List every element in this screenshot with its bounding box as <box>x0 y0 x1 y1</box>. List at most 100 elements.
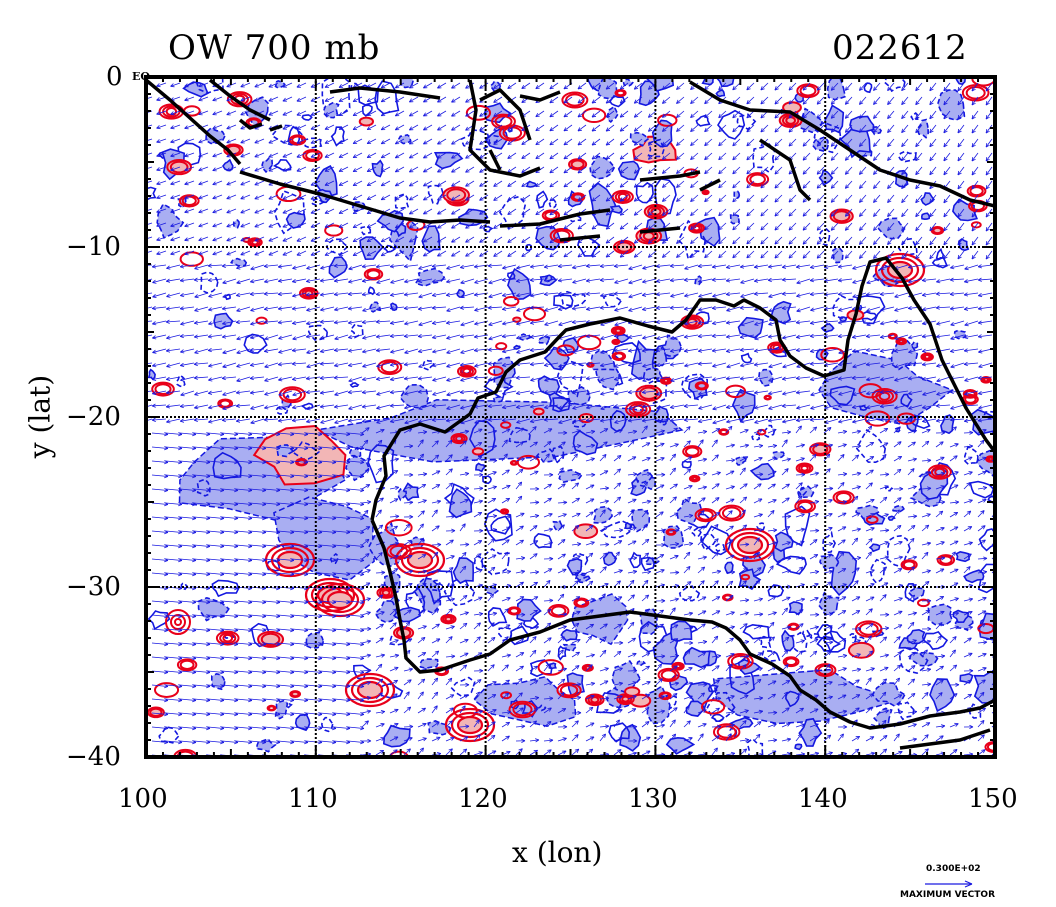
wind-vector-head <box>591 141 597 146</box>
wind-vector <box>957 82 965 92</box>
wind-vector <box>633 222 643 230</box>
wind-vector-head <box>549 155 554 160</box>
wind-vector-head <box>901 212 906 218</box>
wind-vector-head <box>451 210 456 215</box>
wind-vector-head <box>633 141 639 146</box>
wind-vector <box>591 250 601 258</box>
wind-vector <box>381 166 391 173</box>
wind-vector-head <box>193 334 199 339</box>
wind-vector-head <box>795 320 801 325</box>
wind-vector-head <box>236 280 241 285</box>
wind-vector-head <box>423 140 428 145</box>
positive-ow-ring <box>500 691 513 700</box>
positive-ow-ring <box>170 614 186 630</box>
wind-vector <box>395 124 405 131</box>
negative-ow-contour <box>475 462 486 473</box>
wind-vector <box>633 152 643 160</box>
wind-vector-head <box>971 213 976 218</box>
wind-vector <box>718 208 727 217</box>
wind-vector <box>437 124 447 131</box>
wind-vector-head <box>684 265 689 270</box>
wind-vector <box>971 82 979 92</box>
wind-vector <box>950 278 965 281</box>
wind-vector <box>282 82 293 88</box>
wind-vector-head <box>306 265 311 270</box>
wind-vector <box>446 292 461 296</box>
positive-ow-ring <box>462 367 472 375</box>
negative-ow-contour <box>371 159 384 178</box>
wind-vector-head <box>977 277 982 282</box>
positive-ow-ring <box>847 641 875 659</box>
wind-vector <box>922 292 937 296</box>
wind-vector-head <box>739 264 745 269</box>
negative-ow-contour <box>320 716 334 733</box>
wind-vector <box>577 194 587 202</box>
wind-vector-head <box>222 321 227 326</box>
wind-vector <box>788 222 797 231</box>
wind-vector-head <box>732 169 737 175</box>
wind-vector-head <box>366 98 372 103</box>
wind-vector-head <box>852 294 857 299</box>
wind-vector-head <box>451 196 456 201</box>
wind-vector-head <box>858 128 864 133</box>
wind-vector-head <box>985 241 990 246</box>
wind-vector <box>194 278 209 281</box>
positive-ow-contour <box>700 699 726 715</box>
wind-vector-head <box>544 321 549 326</box>
wind-vector <box>985 180 993 190</box>
wind-vector <box>852 306 867 310</box>
wind-vector <box>591 222 601 230</box>
negative-ow-contour <box>394 193 410 210</box>
wind-vector <box>226 250 237 256</box>
wind-vector-head <box>408 98 414 103</box>
wind-vector-head <box>628 280 633 285</box>
wind-vector-head <box>739 305 744 310</box>
wind-vector <box>816 152 825 161</box>
wind-vector <box>901 222 909 231</box>
wind-vector-head <box>375 319 380 324</box>
positive-ow-ring <box>550 605 567 617</box>
wind-vector-head <box>915 114 920 120</box>
wind-vector <box>605 82 615 90</box>
wind-vector <box>194 292 209 298</box>
wind-vector-head <box>858 254 864 259</box>
positive-ow-ring <box>455 435 464 442</box>
wind-vector <box>662 152 671 160</box>
wind-vector-head <box>240 181 245 186</box>
wind-vector-head <box>493 210 498 215</box>
wind-vector-head <box>479 238 484 243</box>
wind-vector-head <box>614 322 619 327</box>
positive-ow-ring <box>930 466 949 479</box>
wind-vector <box>614 320 629 326</box>
wind-vector <box>586 264 601 267</box>
negative-ow-contour <box>552 518 564 532</box>
wind-vector <box>152 264 167 268</box>
wind-vector <box>901 236 909 245</box>
wind-vector <box>366 236 377 243</box>
positive-ow-ring <box>556 682 582 699</box>
wind-vector-head <box>563 211 568 216</box>
positive-ow-ring <box>820 346 845 363</box>
wind-vector-head <box>887 212 892 217</box>
wind-vector-head <box>179 333 184 339</box>
positive-ow-ring <box>385 543 412 560</box>
wind-vector-head <box>676 113 681 118</box>
wind-vector-head <box>263 263 268 269</box>
negative-ow-contour <box>647 138 665 158</box>
wind-vector <box>493 138 503 145</box>
wind-vector <box>502 320 517 325</box>
wind-vector <box>250 334 265 339</box>
wind-vector <box>362 292 377 296</box>
wind-vector <box>488 320 503 326</box>
negative-ow-contour <box>636 660 647 666</box>
wind-vector <box>198 82 209 87</box>
wind-vector <box>718 124 727 133</box>
wind-vector <box>278 278 293 282</box>
wind-vector-head <box>380 252 386 257</box>
wind-vector-head <box>249 291 254 297</box>
negative-ow-contour <box>443 577 476 607</box>
negative-ow-contour <box>987 495 995 504</box>
positive-ow-contour <box>215 630 240 646</box>
wind-vector <box>732 194 741 203</box>
wind-vector-head <box>226 83 231 88</box>
